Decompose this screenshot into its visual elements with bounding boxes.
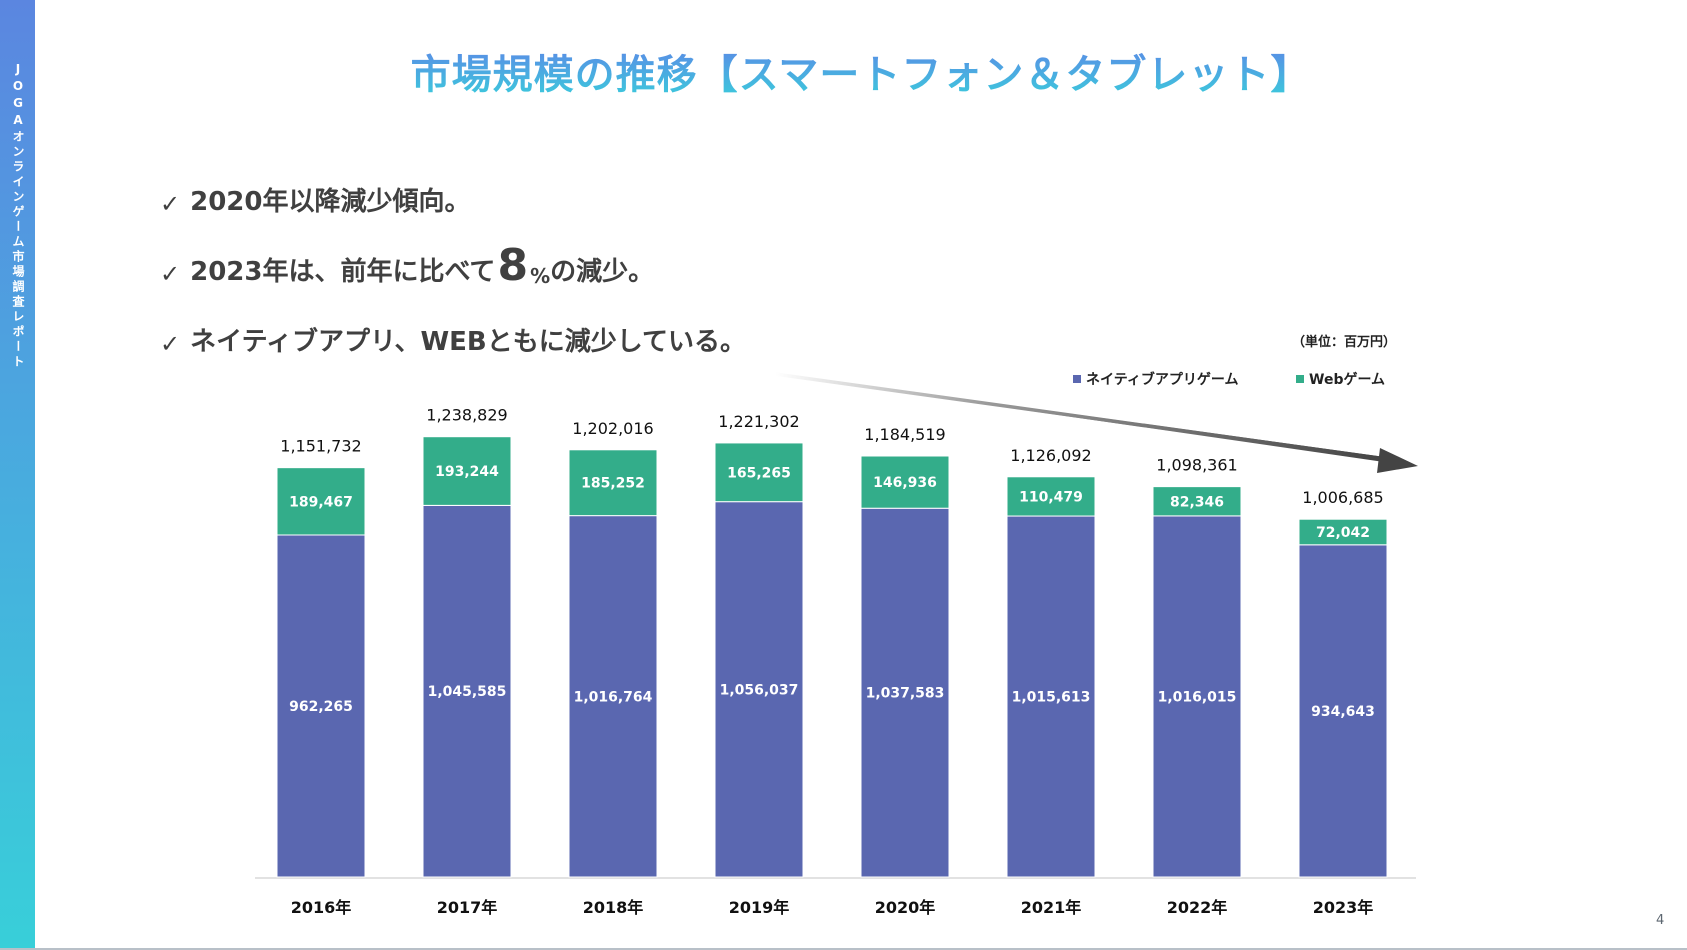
legend-item-native: ネイティブアプリゲーム bbox=[1073, 369, 1238, 389]
data-label-native: 1,045,585 bbox=[428, 684, 507, 700]
page-number: 4 bbox=[1656, 913, 1665, 928]
legend-swatch-native bbox=[1073, 375, 1081, 383]
bullet-item: ✓ 2023年は、前年に比べて 8 % の減少。 bbox=[160, 218, 746, 291]
data-label-web: 146,936 bbox=[873, 475, 937, 491]
data-label-total: 1,151,732 bbox=[280, 437, 361, 456]
bullet-text: 2020年以降減少傾向。 bbox=[190, 187, 471, 217]
bar-segment-native bbox=[1298, 544, 1388, 878]
bar-segment-web bbox=[860, 455, 950, 509]
data-label-total: 1,238,829 bbox=[426, 406, 507, 425]
check-icon: ✓ bbox=[160, 260, 181, 288]
bullet-percent-sign: % bbox=[530, 264, 551, 288]
bar-segment-web bbox=[276, 467, 366, 536]
data-label-total: 1,184,519 bbox=[864, 425, 945, 444]
bar-segment-native bbox=[422, 504, 512, 878]
data-label-web: 193,244 bbox=[435, 464, 499, 480]
legend-swatch-web bbox=[1296, 375, 1304, 383]
legend-label-native: ネイティブアプリゲーム bbox=[1086, 372, 1239, 388]
data-label-native: 1,016,764 bbox=[574, 689, 653, 705]
check-icon: ✓ bbox=[160, 190, 181, 218]
page-title: 市場規模の推移【スマートフォン＆タブレット】 bbox=[0, 42, 1687, 100]
x-tick-label: 2016年 bbox=[291, 898, 352, 917]
bullet-item: ✓ ネイティブアプリ、WEBともに減少している。 bbox=[160, 288, 746, 358]
bar-segment-web bbox=[1152, 486, 1242, 517]
data-label-native: 1,015,613 bbox=[1012, 690, 1091, 706]
data-label-total: 1,098,361 bbox=[1156, 456, 1237, 475]
data-label-web: 185,252 bbox=[581, 476, 645, 492]
trend-arrow-line bbox=[774, 372, 1387, 461]
bullet-highlight-number: 8 bbox=[497, 240, 529, 291]
bar-segment-web bbox=[714, 442, 804, 503]
bar-segment-web bbox=[1006, 476, 1096, 517]
data-label-native: 1,056,037 bbox=[720, 682, 799, 698]
bar-segment-native bbox=[1152, 515, 1242, 878]
data-label-total: 1,126,092 bbox=[1010, 446, 1091, 465]
data-label-total: 1,006,685 bbox=[1302, 488, 1383, 507]
x-tick-label: 2023年 bbox=[1313, 898, 1374, 917]
x-tick-label: 2019年 bbox=[729, 898, 790, 917]
data-label-web: 110,479 bbox=[1019, 489, 1083, 505]
x-tick-label: 2021年 bbox=[1021, 898, 1082, 917]
bar-segment-native bbox=[568, 515, 658, 878]
bottom-divider bbox=[0, 948, 1687, 950]
x-tick-label: 2018年 bbox=[583, 898, 644, 917]
bar-segment-native bbox=[714, 501, 804, 878]
x-tick-label: 2022年 bbox=[1167, 898, 1228, 917]
data-label-native: 962,265 bbox=[289, 699, 353, 715]
unit-note: （単位：百万円） bbox=[1292, 335, 1397, 350]
bullet-text-pre: 2023年は、前年に比べて bbox=[190, 257, 496, 287]
data-label-total: 1,202,016 bbox=[572, 419, 653, 438]
bar-segment-native bbox=[860, 507, 950, 878]
data-label-web: 165,265 bbox=[727, 465, 791, 481]
x-tick-label: 2017年 bbox=[437, 898, 498, 917]
data-label-web: 189,467 bbox=[289, 494, 353, 510]
bar-segment-web bbox=[1298, 518, 1388, 546]
data-label-web: 82,346 bbox=[1170, 494, 1224, 510]
check-icon: ✓ bbox=[160, 330, 181, 358]
bullet-text-post: の減少。 bbox=[550, 257, 655, 287]
bar-segment-native bbox=[276, 534, 366, 878]
data-label-total: 1,221,302 bbox=[718, 412, 799, 431]
sidebar-band: JOGAオンラインゲーム市場調査レポート bbox=[0, 0, 35, 948]
bullet-text: ネイティブアプリ、WEBともに減少している。 bbox=[190, 327, 746, 357]
data-label-native: 1,016,015 bbox=[1158, 689, 1237, 705]
legend-label-web: Webゲーム bbox=[1309, 372, 1386, 388]
bar-segment-web bbox=[568, 449, 658, 517]
bullet-list: ✓ 2020年以降減少傾向。 ✓ 2023年は、前年に比べて 8 % の減少。 … bbox=[160, 148, 746, 358]
data-label-native: 1,037,583 bbox=[866, 686, 945, 702]
bar-segment-web bbox=[422, 436, 512, 506]
legend-item-web: Webゲーム bbox=[1296, 369, 1385, 389]
x-tick-label: 2020年 bbox=[875, 898, 936, 917]
trend-arrow-head bbox=[1377, 448, 1418, 473]
data-label-native: 934,643 bbox=[1311, 704, 1375, 720]
bullet-item: ✓ 2020年以降減少傾向。 bbox=[160, 148, 746, 218]
sidebar-report-label: JOGAオンラインゲーム市場調査レポート bbox=[11, 62, 25, 370]
data-label-web: 72,042 bbox=[1316, 525, 1370, 541]
